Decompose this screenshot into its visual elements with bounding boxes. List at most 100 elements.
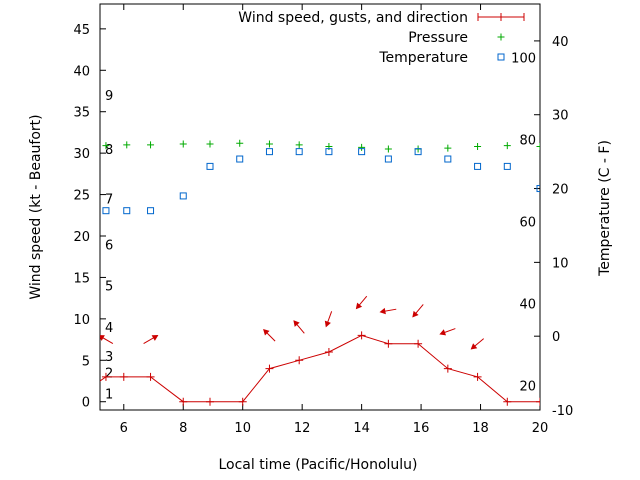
wind-speed-point — [443, 364, 452, 373]
y-tick-label: 45 — [73, 23, 90, 38]
x-tick-label: 14 — [353, 421, 370, 436]
legend-entry-label: Wind speed, gusts, and direction — [238, 10, 468, 26]
temperature-point — [236, 155, 244, 163]
x-tick-label: 10 — [234, 421, 251, 436]
wind-speed-point — [206, 397, 214, 406]
beaufort-label: 3 — [105, 350, 113, 365]
wind-direction-arrow — [263, 329, 276, 342]
pressure-point — [444, 144, 452, 152]
legend-entry-label: Pressure — [408, 30, 468, 46]
temperature-point — [503, 162, 511, 170]
plot-area: 6 8 10 12 14 16 18 20051015202530354045-1001020… — [73, 3, 573, 436]
fahrenheit-label: 40 — [519, 297, 536, 312]
temperature-point — [102, 207, 110, 215]
beaufort-label: 6 — [105, 238, 113, 253]
legend-pressure-mark — [497, 33, 505, 41]
y-tick-label: 40 — [73, 64, 90, 79]
y2-tick-label: 20 — [552, 183, 569, 198]
y-tick-label: 35 — [73, 106, 90, 121]
wind-speed-point — [101, 372, 110, 381]
wind-speed-point — [473, 372, 482, 381]
wind-speed-point — [179, 397, 188, 406]
x-tick-label: 20 — [532, 421, 549, 436]
beaufort-label: 1 — [105, 387, 113, 402]
temperature-point — [358, 148, 366, 156]
beaufort-label: 8 — [105, 143, 113, 158]
x-tick-label: 8 — [179, 421, 187, 436]
y-tick-label: 20 — [73, 230, 90, 245]
x-tick-label: 12 — [294, 421, 311, 436]
pressure-point — [536, 143, 540, 151]
y-tick-label: 25 — [73, 189, 90, 204]
beaufort-label: 4 — [105, 321, 113, 336]
legend-wind-swatch — [477, 13, 525, 21]
temperature-point — [123, 207, 131, 215]
x-axis-label: Local time (Pacific/Honolulu) — [218, 457, 417, 473]
plot-frame — [99, 3, 541, 411]
x-tick-label: 16 — [413, 421, 430, 436]
wind-speed-point — [503, 397, 512, 406]
temperature-point — [265, 148, 273, 156]
wind-direction-arrow — [324, 311, 333, 328]
wind-direction-arrow — [355, 295, 368, 310]
beaufort-label: 2 — [105, 367, 113, 382]
wind-direction-arrow — [100, 335, 114, 345]
y2-tick-label: 40 — [552, 35, 569, 50]
wind-speed-point — [119, 372, 128, 381]
temperature-point — [206, 162, 214, 170]
legend: Wind speed, gusts, and direction Pressure… — [238, 10, 525, 66]
beaufort-label: 5 — [105, 280, 113, 295]
wind-direction-arrow — [379, 307, 397, 315]
wind-direction-arrow — [293, 320, 305, 334]
legend-entry-label: Temperature — [378, 50, 468, 66]
wind-speed-point — [357, 331, 366, 340]
temperature-point — [444, 155, 452, 163]
series-layer — [100, 139, 540, 406]
wind-speed-point — [295, 356, 304, 365]
x-tick-label: 18 — [472, 421, 489, 436]
y-tick-label: 10 — [73, 313, 90, 328]
pressure-point — [147, 141, 155, 149]
wind-speed-point — [536, 397, 540, 406]
wind-speed-point — [384, 339, 393, 348]
y2-tick-label: 10 — [552, 256, 569, 271]
temperature-point — [414, 148, 422, 156]
wind-direction-arrow — [439, 328, 456, 336]
pressure-point — [179, 140, 187, 148]
y2-axis-label: Temperature (C - F) — [597, 140, 613, 277]
wind-speed-point — [146, 372, 155, 381]
y-tick-label: 30 — [73, 147, 90, 162]
fahrenheit-label: 100 — [511, 51, 536, 66]
temperature-point — [384, 155, 392, 163]
beaufort-label: 7 — [105, 193, 113, 208]
temperature-point — [536, 185, 540, 193]
wind-direction-arrow — [470, 338, 485, 350]
y-tick-label: 15 — [73, 271, 90, 286]
temperature-point — [147, 207, 155, 215]
beaufort-label: 9 — [105, 89, 113, 104]
pressure-point — [384, 145, 392, 153]
fahrenheit-label: 20 — [519, 379, 536, 394]
temperature-point — [179, 192, 187, 200]
wind-direction-arrow — [412, 304, 424, 318]
temperature-point — [474, 162, 482, 170]
wind-speed-point — [414, 339, 423, 348]
pressure-point — [236, 139, 244, 147]
fahrenheit-label: 60 — [519, 215, 536, 230]
legend-pressure-swatch — [497, 33, 505, 41]
pressure-point — [295, 141, 303, 149]
fahrenheit-label: 80 — [519, 133, 536, 148]
y2-tick-label: 30 — [552, 109, 569, 124]
temperature-point — [325, 148, 333, 156]
wind-speed-point — [324, 348, 333, 356]
y-axis-label: Wind speed (kt - Beaufort) — [28, 114, 44, 299]
wind-speed-point — [238, 397, 247, 406]
y2-tick-label: 0 — [552, 330, 560, 345]
pressure-point — [358, 143, 366, 151]
pressure-point — [102, 142, 110, 150]
pressure-point — [206, 140, 214, 148]
pressure-point — [503, 142, 511, 150]
wind-direction-arrow — [143, 335, 159, 345]
pressure-point — [123, 141, 131, 149]
